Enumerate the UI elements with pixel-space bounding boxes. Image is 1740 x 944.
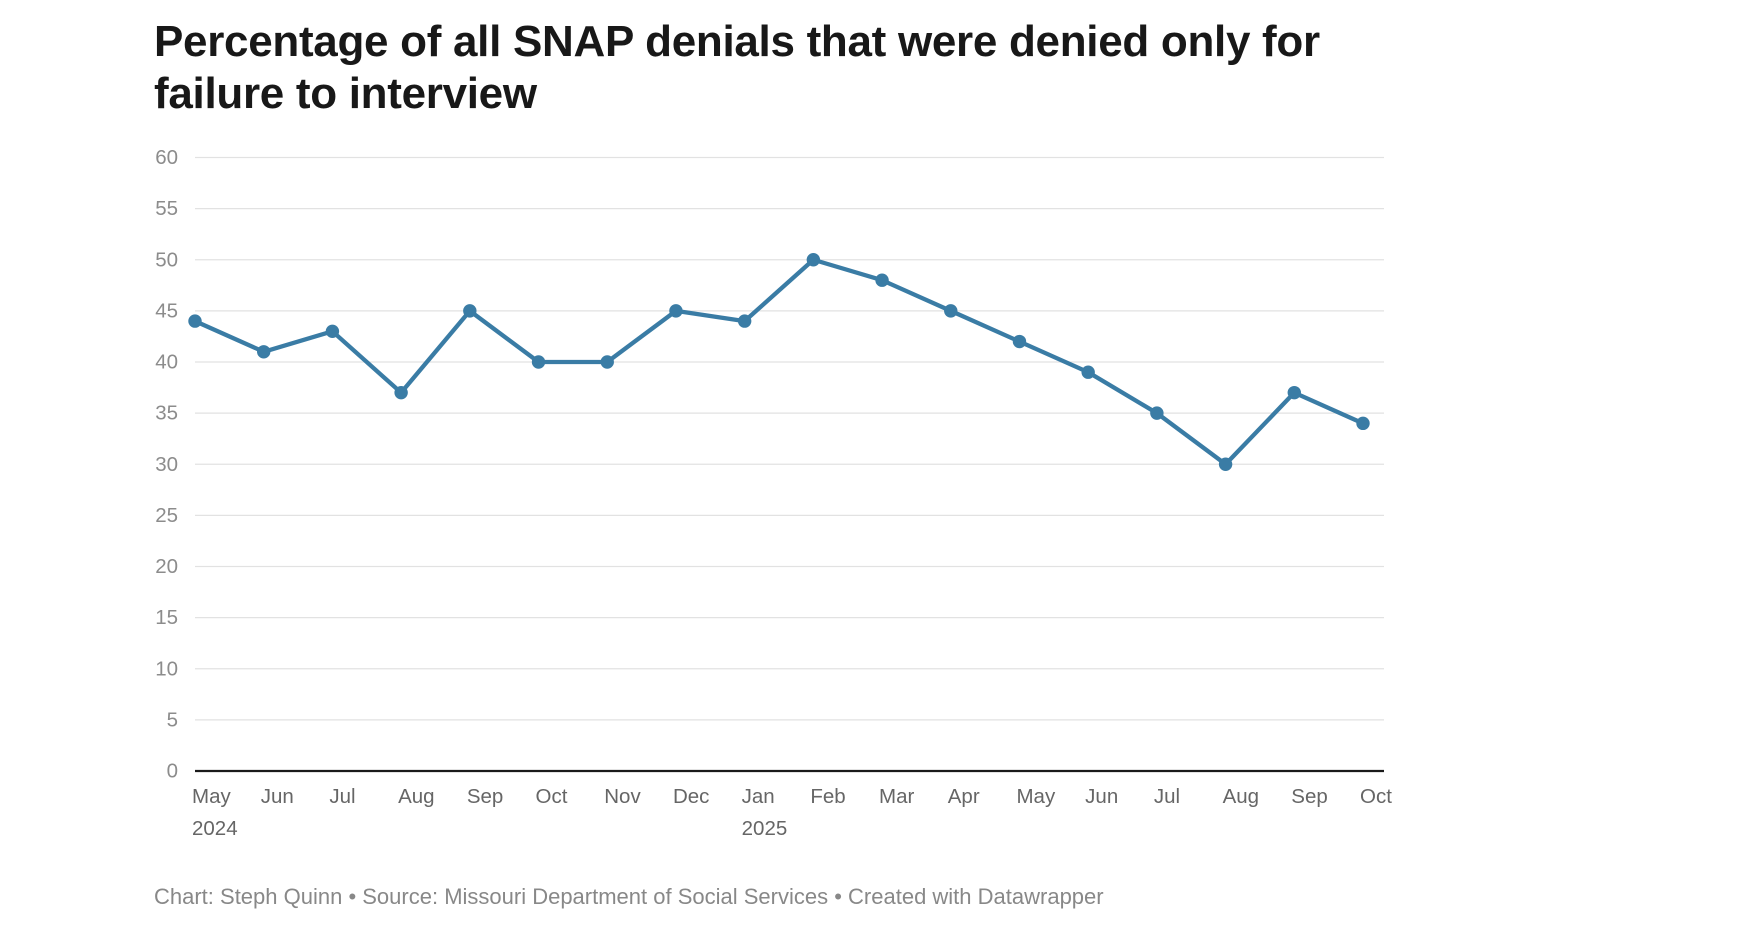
svg-text:Sep: Sep	[1291, 785, 1327, 808]
svg-text:55: 55	[155, 197, 178, 220]
svg-text:50: 50	[155, 248, 178, 271]
svg-text:Jul: Jul	[1154, 785, 1180, 808]
svg-text:35: 35	[155, 402, 178, 425]
svg-text:Oct: Oct	[536, 785, 568, 808]
svg-text:0: 0	[167, 760, 178, 783]
svg-text:Jun: Jun	[1085, 785, 1118, 808]
svg-text:Sep: Sep	[467, 785, 503, 808]
svg-text:Apr: Apr	[948, 785, 980, 808]
svg-text:45: 45	[155, 299, 178, 322]
svg-text:15: 15	[155, 606, 178, 629]
svg-text:60: 60	[155, 146, 178, 169]
svg-text:20: 20	[155, 555, 178, 578]
svg-text:Mar: Mar	[879, 785, 914, 808]
svg-text:2025: 2025	[742, 817, 788, 840]
svg-text:5: 5	[167, 708, 178, 731]
svg-text:Aug: Aug	[1223, 785, 1259, 808]
svg-text:Jan: Jan	[742, 785, 775, 808]
svg-text:30: 30	[155, 453, 178, 476]
svg-text:10: 10	[155, 657, 178, 680]
svg-text:2024: 2024	[192, 817, 238, 840]
svg-text:25: 25	[155, 504, 178, 527]
svg-text:Oct: Oct	[1360, 785, 1392, 808]
svg-text:May: May	[192, 785, 231, 808]
svg-text:Nov: Nov	[604, 785, 641, 808]
svg-text:Aug: Aug	[398, 785, 434, 808]
svg-text:May: May	[1016, 785, 1055, 808]
svg-text:Feb: Feb	[810, 785, 845, 808]
svg-text:Jul: Jul	[329, 785, 355, 808]
svg-text:40: 40	[155, 351, 178, 374]
svg-text:Jun: Jun	[261, 785, 294, 808]
svg-text:Dec: Dec	[673, 785, 709, 808]
